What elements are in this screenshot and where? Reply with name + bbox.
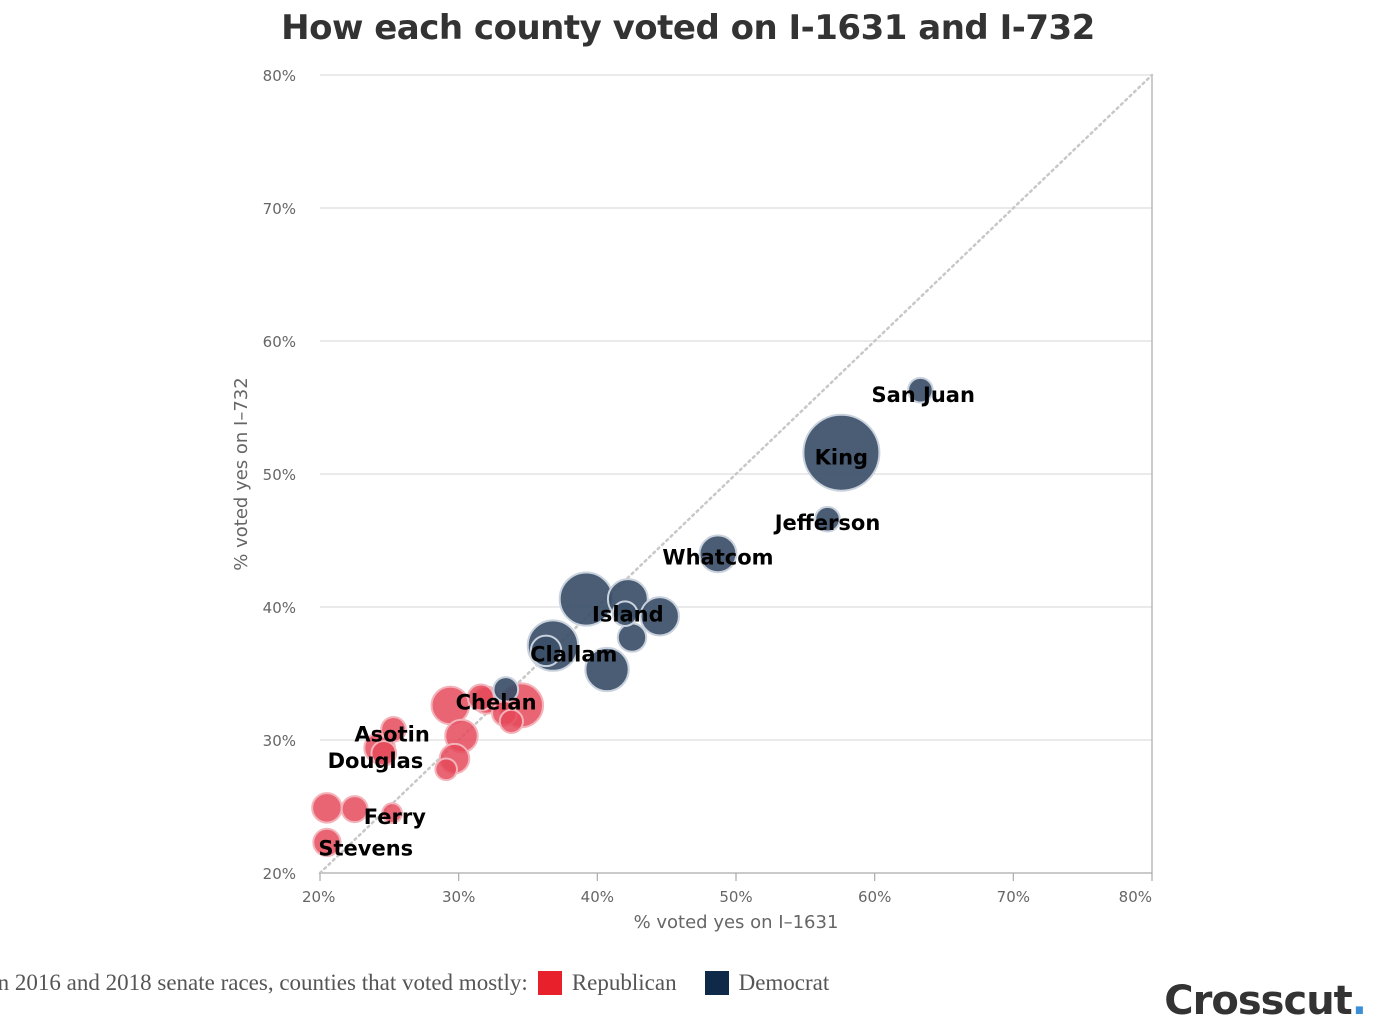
- x-tick-label: 60%: [858, 888, 891, 906]
- county-label-island: Island: [592, 603, 664, 627]
- y-tick-label: 60%: [263, 333, 296, 351]
- tick-labels: 20% 30% 40% 50% 60% 70% 80% 20% 30% 40% 50% 60% 70% 8…: [263, 67, 1153, 906]
- county-label-clallam: Clallam: [530, 643, 617, 667]
- legend: In 2016 and 2018 senate races, counties …: [0, 966, 847, 1000]
- data-point-clallam: [529, 634, 563, 668]
- y-axis-title: % voted yes on I–732: [231, 377, 252, 570]
- data-point: [311, 792, 343, 824]
- data-point: [639, 596, 680, 637]
- data-point-jefferson: [814, 505, 841, 533]
- data-points: [311, 376, 934, 858]
- legend-swatch-republican: [537, 971, 562, 995]
- brand-dot: .: [1351, 978, 1367, 1024]
- data-point: [434, 757, 458, 782]
- data-point: [370, 739, 398, 767]
- county-label-whatcom: Whatcom: [662, 545, 773, 569]
- data-point: [498, 708, 524, 734]
- county-label-ferry: Ferry: [364, 805, 426, 829]
- county-label-san-juan: San Juan: [871, 383, 974, 407]
- data-point: [466, 683, 495, 712]
- data-point-whatcom: [698, 534, 738, 574]
- data-point-san-juan: [907, 376, 934, 404]
- data-point-island: [611, 600, 639, 627]
- x-axis-title: % voted yes on I–1631: [634, 912, 839, 933]
- y-tick-label: 70%: [263, 200, 296, 218]
- chart-title: How each county voted on I-1631 and I-73…: [281, 8, 1095, 48]
- data-point: [616, 622, 648, 653]
- x-tick-label: 50%: [719, 888, 752, 906]
- county-label-king: King: [815, 446, 868, 470]
- brand-name: Crosscut: [1164, 978, 1352, 1024]
- legend-intro: In 2016 and 2018 senate races, counties …: [0, 970, 528, 995]
- legend-label-democrat: Democrat: [738, 970, 830, 995]
- county-label-stevens: Stevens: [318, 837, 413, 861]
- county-label-asotin: Asotin: [354, 722, 429, 746]
- y-tick-label: 40%: [263, 599, 296, 617]
- x-tick-label: 40%: [581, 888, 614, 906]
- data-point-king: [802, 413, 881, 492]
- data-point: [340, 795, 369, 824]
- data-point-stevens: [312, 827, 342, 858]
- y-tick-label: 80%: [263, 67, 296, 85]
- legend-swatch-democrat: [704, 971, 729, 995]
- y-tick-label: 30%: [263, 732, 296, 750]
- x-tick-label: 30%: [442, 888, 475, 906]
- crosscut-logo[interactable]: Crosscut.: [1164, 978, 1367, 1024]
- county-label-jefferson: Jefferson: [773, 511, 881, 535]
- data-point: [584, 646, 630, 693]
- y-tick-label: 20%: [263, 865, 296, 883]
- data-point-ferry: [381, 802, 403, 825]
- x-tick-label: 20%: [302, 888, 335, 906]
- legend-label-republican: Republican: [571, 970, 677, 995]
- grid-lines: [320, 74, 1152, 741]
- y-tick-label: 50%: [263, 466, 296, 484]
- x-tick-label: 80%: [1119, 888, 1152, 906]
- county-label-douglas: Douglas: [328, 749, 424, 773]
- scatter-chart: 20% 30% 40% 50% 60% 70% 80% 20% 30% 40% 50% 60% 70% 8…: [231, 67, 1154, 933]
- county-label-chelan: Chelan: [456, 690, 537, 714]
- data-point: [380, 716, 407, 743]
- x-tick-label: 70%: [997, 888, 1030, 906]
